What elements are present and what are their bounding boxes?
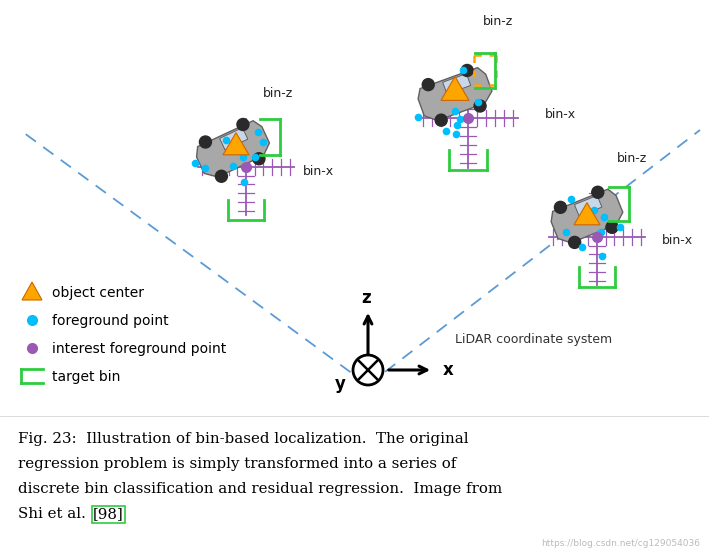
Circle shape bbox=[592, 186, 604, 198]
Circle shape bbox=[461, 64, 473, 76]
Polygon shape bbox=[574, 196, 602, 216]
Text: y: y bbox=[335, 375, 345, 393]
Text: bin-x: bin-x bbox=[545, 108, 576, 121]
Polygon shape bbox=[551, 189, 623, 243]
Text: Shi et al.: Shi et al. bbox=[18, 507, 91, 521]
Text: bin-z: bin-z bbox=[483, 15, 513, 28]
Circle shape bbox=[569, 237, 581, 248]
Circle shape bbox=[435, 114, 447, 126]
Text: https://blog.csdn.net/cg129054036: https://blog.csdn.net/cg129054036 bbox=[541, 539, 700, 548]
Polygon shape bbox=[196, 121, 269, 177]
Text: target bin: target bin bbox=[52, 370, 121, 384]
Polygon shape bbox=[22, 282, 42, 300]
Circle shape bbox=[237, 119, 249, 131]
Text: regression problem is simply transformed into a series of: regression problem is simply transformed… bbox=[18, 457, 457, 471]
Polygon shape bbox=[223, 133, 249, 155]
Text: LiDAR coordinate system: LiDAR coordinate system bbox=[455, 334, 612, 346]
Text: bin-x: bin-x bbox=[661, 234, 693, 247]
Text: Fig. 23:  Illustration of bin-based localization.  The original: Fig. 23: Illustration of bin-based local… bbox=[18, 432, 469, 446]
Text: bin-z: bin-z bbox=[263, 87, 293, 100]
Text: z: z bbox=[361, 289, 371, 307]
Circle shape bbox=[554, 201, 566, 213]
Text: bin-x: bin-x bbox=[303, 165, 333, 178]
Circle shape bbox=[474, 100, 486, 112]
Circle shape bbox=[199, 136, 211, 148]
Polygon shape bbox=[442, 74, 471, 94]
Text: interest foreground point: interest foreground point bbox=[52, 342, 226, 356]
Text: x: x bbox=[442, 361, 453, 379]
Circle shape bbox=[216, 170, 228, 182]
Text: [98]: [98] bbox=[93, 507, 124, 521]
Circle shape bbox=[353, 355, 383, 385]
Polygon shape bbox=[441, 76, 469, 100]
Text: foreground point: foreground point bbox=[52, 314, 169, 328]
Circle shape bbox=[606, 221, 618, 233]
Circle shape bbox=[423, 79, 434, 91]
Text: discrete bin classification and residual regression.  Image from: discrete bin classification and residual… bbox=[18, 482, 502, 496]
Polygon shape bbox=[418, 68, 492, 121]
Polygon shape bbox=[574, 203, 600, 225]
Circle shape bbox=[253, 153, 265, 165]
Text: object center: object center bbox=[52, 286, 144, 300]
Polygon shape bbox=[220, 128, 247, 150]
Text: bin-z: bin-z bbox=[617, 152, 647, 165]
